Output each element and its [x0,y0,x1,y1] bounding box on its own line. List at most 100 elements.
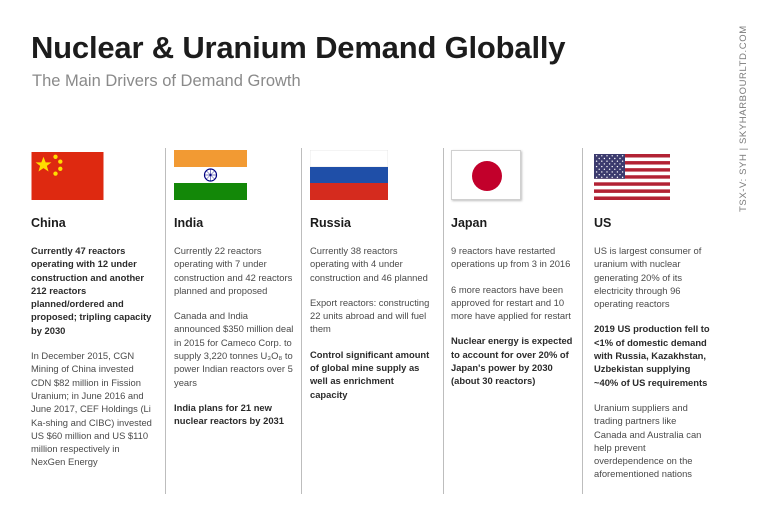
side-ticker-text: TSX-V: SYH | SKYHARBOURLTD.COM [738,22,750,212]
paragraph-line: operating reactors [594,298,670,310]
paragraph-line: operating with 4 under [310,258,403,270]
paragraph-line: June 2017, CEF Holdings (Li [31,403,151,415]
country-name: China [31,216,66,230]
paragraph-line: million respectively in [31,443,120,455]
paragraph-line: Canada and Australia can [594,428,702,440]
paragraph-line: US $60 million and US $110 [31,429,149,441]
paragraph-line: operating with 7 under [174,258,267,270]
country-body: US is largest consumer of uranium with nu… [594,244,722,493]
paragraph-line: planned and proposed [174,284,268,296]
paragraph-line: NexGen Energy [31,456,98,468]
india-paragraph-1: Currently 22 reactors operating with 7 un… [174,244,300,297]
paragraph-line: ~40% of US requirements [594,376,708,388]
paragraph-line: Canada and India [174,310,249,322]
russia-flag-icon [310,150,388,200]
paragraph-line: proposed; tripling capacity [31,311,152,323]
paragraph-line: 212 reactors [31,284,87,296]
country-body: Currently 22 reactors operating with 7 un… [174,244,300,440]
paragraph-line: with Russia, Kazakhstan, [594,350,707,362]
country-name: US [594,216,612,230]
paragraph-line: in 2015 for Cameco Corp. to [174,336,292,348]
column-divider [443,148,444,494]
column-divider [301,148,302,494]
paragraph-line: nuclear reactors by 2031 [174,415,284,427]
paragraph-line: electricity through 96 [594,284,681,296]
us-paragraph-3: Uranium suppliers and trading partners li… [594,401,722,481]
paragraph-line: planned/ordered and [31,298,124,310]
russia-paragraph-1: Currently 38 reactors operating with 4 un… [310,244,438,284]
paragraph-line: Ka-shing and CIBC) invested [31,416,152,428]
paragraph-line: aforementioned nations [594,468,692,480]
country-body: Currently 38 reactors operating with 4 un… [310,244,438,413]
china-paragraph-1: Currently 47 reactors operating with 12 u… [31,244,159,337]
paragraph-line: US is largest consumer of [594,245,702,256]
us-paragraph-1: US is largest consumer of uranium with nu… [594,244,722,310]
india-paragraph-3: India plans for 21 new nuclear reactors b… [174,401,300,428]
paragraph-line: <1% of domestic demand [594,336,707,348]
paragraph-line: Uranium suppliers and [594,401,688,413]
paragraph-line: to account for over 20% of [451,348,569,360]
paragraph-line: CDN $82 million in Fission [31,376,141,388]
india-flag-icon [174,150,247,200]
paragraph-line: construction and another [31,271,145,283]
paragraph-line: operating with 12 under [31,258,137,270]
paragraph-line: Export reactors: constructing [310,296,430,308]
paragraph-line: Currently 22 reactors [174,245,262,256]
page-title: Nuclear & Uranium Demand Globally [31,30,566,65]
paragraph-line: Currently 47 reactors [31,245,126,256]
russia-paragraph-2: Export reactors: constructing 22 units ab… [310,296,438,336]
paragraph-line: of global mine supply as [310,362,420,374]
paragraph-line: Japan's power by 2030 [451,362,553,374]
china-paragraph-2: In December 2015, CGN Mining of China inv… [31,349,159,469]
paragraph-line: them [310,323,331,335]
country-body: 9 reactors have restarted operations up f… [451,244,579,400]
paragraph-line: construction and 46 planned [310,271,428,283]
paragraph-line: (about 30 reactors) [451,375,536,387]
paragraph-line: power Indian reactors over 5 [174,363,293,375]
paragraph-line: 6 more reactors have been [451,283,564,295]
paragraph-line: Control significant amount [310,348,430,360]
paragraph-line: Uranium; in June 2016 and [31,389,144,401]
paragraph-line: Nuclear energy is expected [451,335,573,347]
india-paragraph-2: Canada and India announced $350 million d… [174,309,300,389]
paragraph-line: years [174,376,197,388]
paragraph-line: Mining of China invested [31,363,134,375]
country-name: Japan [451,216,488,230]
paragraph-line: Uzbekistan supplying [594,363,691,375]
country-name: India [174,216,204,230]
paragraph-line: announced $350 million deal [174,323,294,335]
paragraph-line: 22 units abroad and will fuel [310,310,427,322]
ticker-and-website: TSX-V: SYH | SKYHARBOURLTD.COM [738,25,749,212]
japan-paragraph-3: Nuclear energy is expected to account for… [451,334,579,387]
country-body: Currently 47 reactors operating with 12 u… [31,244,159,481]
paragraph-line: help prevent [594,441,646,453]
paragraph-line: supply 3,220 tonnes U₃O₈ to [174,350,293,362]
country-name: Russia [310,216,351,230]
china-flag-icon [31,152,104,200]
page-subtitle: The Main Drivers of Demand Growth [32,72,301,90]
paragraph-line: trading partners like [594,415,677,427]
column-divider [165,148,166,494]
us-paragraph-2: 2019 US production fell to <1% of domesti… [594,322,722,388]
paragraph-line: well as enrichment [310,375,394,387]
japan-flag-frame [451,150,521,200]
column-divider [582,148,583,494]
japan-paragraph-1: 9 reactors have restarted operations up f… [451,244,579,271]
russia-paragraph-3: Control significant amount of global mine… [310,348,438,401]
paragraph-line: India plans for 21 new [174,401,272,413]
paragraph-line: capacity [310,388,348,400]
paragraph-line: Currently 38 reactors [310,245,398,256]
paragraph-line: more have applied for restart [451,310,571,322]
paragraph-line: construction and 42 reactors [174,271,293,283]
paragraph-line: 2019 US production fell to [594,323,710,335]
paragraph-line: overdependence on the [594,455,693,467]
paragraph-line: by 2030 [31,324,66,336]
us-flag-icon [594,154,670,200]
japan-flag-icon [451,150,525,204]
paragraph-line: operations up from 3 in 2016 [451,258,571,270]
paragraph-line: In December 2015, CGN [31,350,135,362]
paragraph-line: uranium with nuclear [594,258,681,270]
japan-red-disc [472,161,502,191]
paragraph-line: 9 reactors have restarted [451,245,556,256]
paragraph-line: generating 20% of its [594,271,683,283]
